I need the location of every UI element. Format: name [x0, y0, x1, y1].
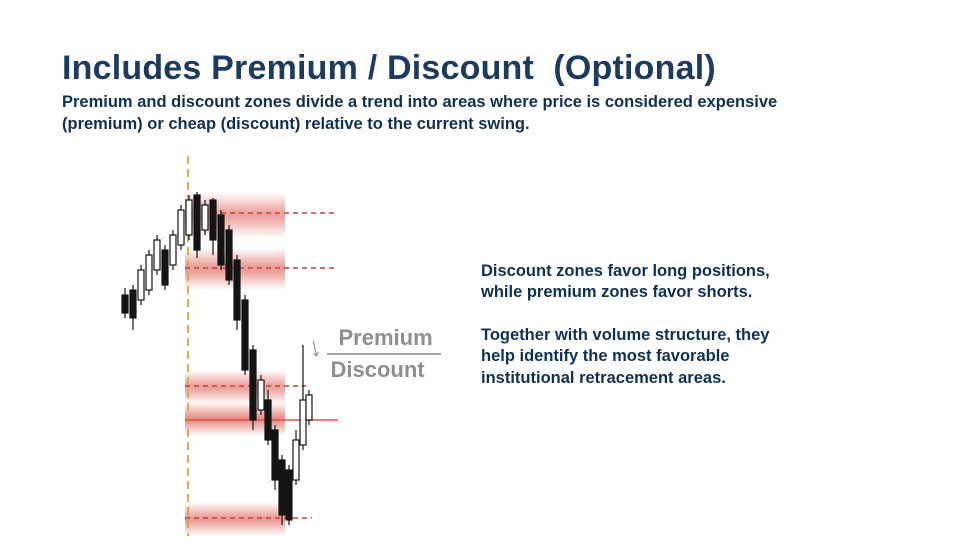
- discount-label: Discount: [330, 356, 425, 382]
- candle-body: [177, 209, 185, 246]
- candle-body: [201, 204, 209, 231]
- body-paragraph-1: Discount zones favor long positions, whi…: [481, 262, 770, 302]
- candle-body: [185, 199, 193, 236]
- candle-body: [233, 259, 241, 321]
- candle-body: [292, 439, 300, 481]
- candle-body: [209, 199, 217, 241]
- premium-discount-fraction: Premium Discount: [326, 324, 441, 383]
- candlestick-chart: [100, 150, 460, 540]
- candle-body: [305, 394, 313, 421]
- candle-body: [241, 299, 249, 371]
- body-paragraph-2: Together with volume structure, they hel…: [481, 325, 770, 387]
- candle-body: [285, 469, 293, 521]
- candle-body: [129, 289, 137, 319]
- candle-body: [193, 194, 201, 251]
- premium-discount-zone: [185, 502, 285, 536]
- slide-title: Includes Premium / Discount (Optional): [62, 48, 716, 87]
- slide-subtitle: Premium and discount zones divide a tren…: [62, 93, 778, 133]
- candle-body: [161, 249, 169, 286]
- body-text: Discount zones favor long positions, whi…: [481, 261, 803, 410]
- down-arrow-icon: ↓: [304, 330, 325, 364]
- premium-discount-zone: [185, 370, 285, 404]
- candle-body: [278, 459, 286, 516]
- candle-body: [217, 214, 225, 266]
- candlestick-chart-svg: [121, 156, 338, 536]
- premium-discount-label: ↓ Premium Discount: [304, 324, 441, 383]
- candle-body: [225, 229, 233, 281]
- candle-body: [257, 379, 265, 411]
- candle-body: [137, 269, 145, 301]
- candle-body: [249, 349, 257, 421]
- candle-body: [145, 254, 153, 291]
- candle-body: [271, 429, 279, 481]
- candle-body: [153, 239, 161, 271]
- candle-body: [299, 399, 307, 446]
- premium-label: Premium: [326, 324, 441, 355]
- candle-body: [169, 234, 177, 266]
- candle-body: [121, 294, 129, 314]
- candle-body: [264, 399, 272, 441]
